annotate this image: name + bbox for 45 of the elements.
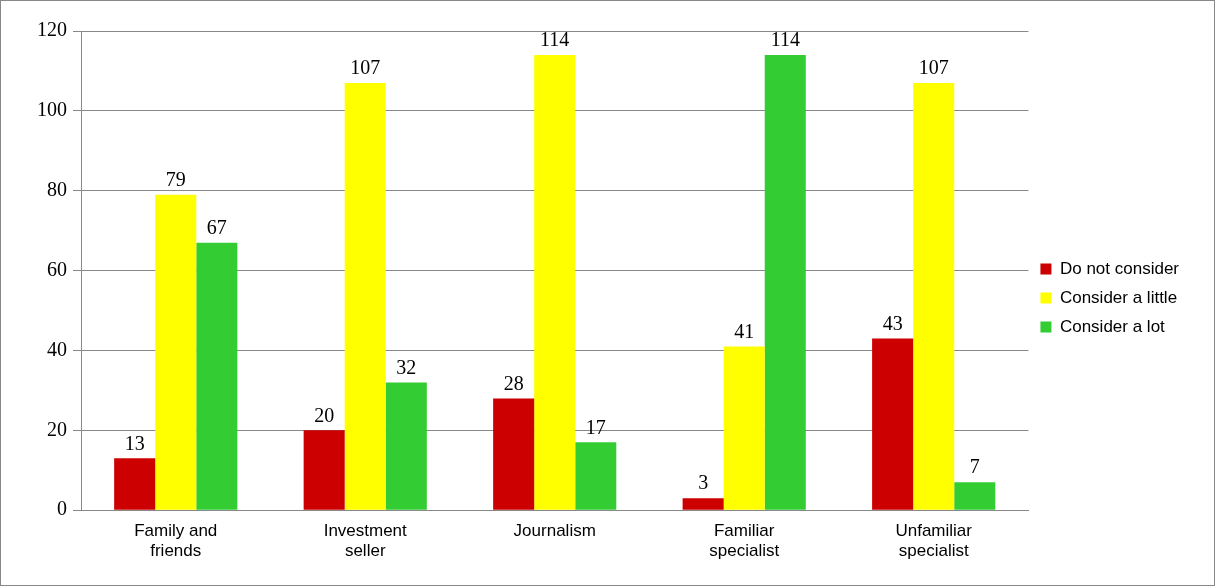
bar	[114, 458, 156, 510]
y-tick-label: 80	[47, 177, 67, 200]
data-label: 20	[314, 403, 335, 426]
y-tick-label: 20	[47, 417, 67, 440]
bar	[155, 194, 197, 510]
bar	[344, 82, 386, 510]
bar	[493, 398, 535, 510]
data-label: 7	[969, 455, 980, 478]
data-label: 67	[206, 215, 227, 238]
bar	[534, 54, 576, 510]
bar	[303, 430, 345, 510]
data-label: 114	[540, 28, 570, 51]
data-label: 13	[124, 431, 145, 454]
data-label: 32	[396, 355, 417, 378]
legend-label: Consider a lot	[1059, 316, 1166, 336]
data-label: 79	[165, 167, 186, 190]
bar	[575, 442, 617, 510]
bar	[682, 498, 724, 510]
x-tick-label: Investment seller	[323, 521, 408, 561]
data-label: 107	[918, 56, 949, 79]
y-tick-label: 120	[37, 18, 67, 41]
bar	[764, 54, 806, 510]
legend-label: Do not consider	[1059, 258, 1180, 278]
x-tick-label: Unfamiliar specialist	[895, 521, 973, 561]
data-label: 43	[882, 311, 903, 334]
data-label: 107	[350, 56, 381, 79]
x-tick-label: Family and friends	[134, 521, 218, 561]
bar	[872, 338, 914, 510]
y-tick-label: 100	[37, 98, 67, 121]
data-label: 28	[503, 371, 524, 394]
legend-label: Consider a little	[1059, 287, 1178, 307]
data-label: 3	[698, 471, 709, 494]
data-label: 41	[734, 319, 755, 342]
bar	[196, 242, 238, 510]
data-label: 114	[770, 28, 800, 51]
bar	[954, 482, 996, 510]
y-tick-label: 40	[47, 337, 67, 360]
bar	[913, 82, 955, 510]
x-tick-label: Familiar specialist	[709, 521, 780, 561]
y-tick-label: 0	[57, 497, 67, 520]
y-tick-label: 60	[47, 257, 67, 280]
data-label: 17	[585, 415, 606, 438]
x-tick-label: Journalism	[513, 521, 596, 541]
bar	[385, 382, 427, 510]
bar	[723, 346, 765, 510]
